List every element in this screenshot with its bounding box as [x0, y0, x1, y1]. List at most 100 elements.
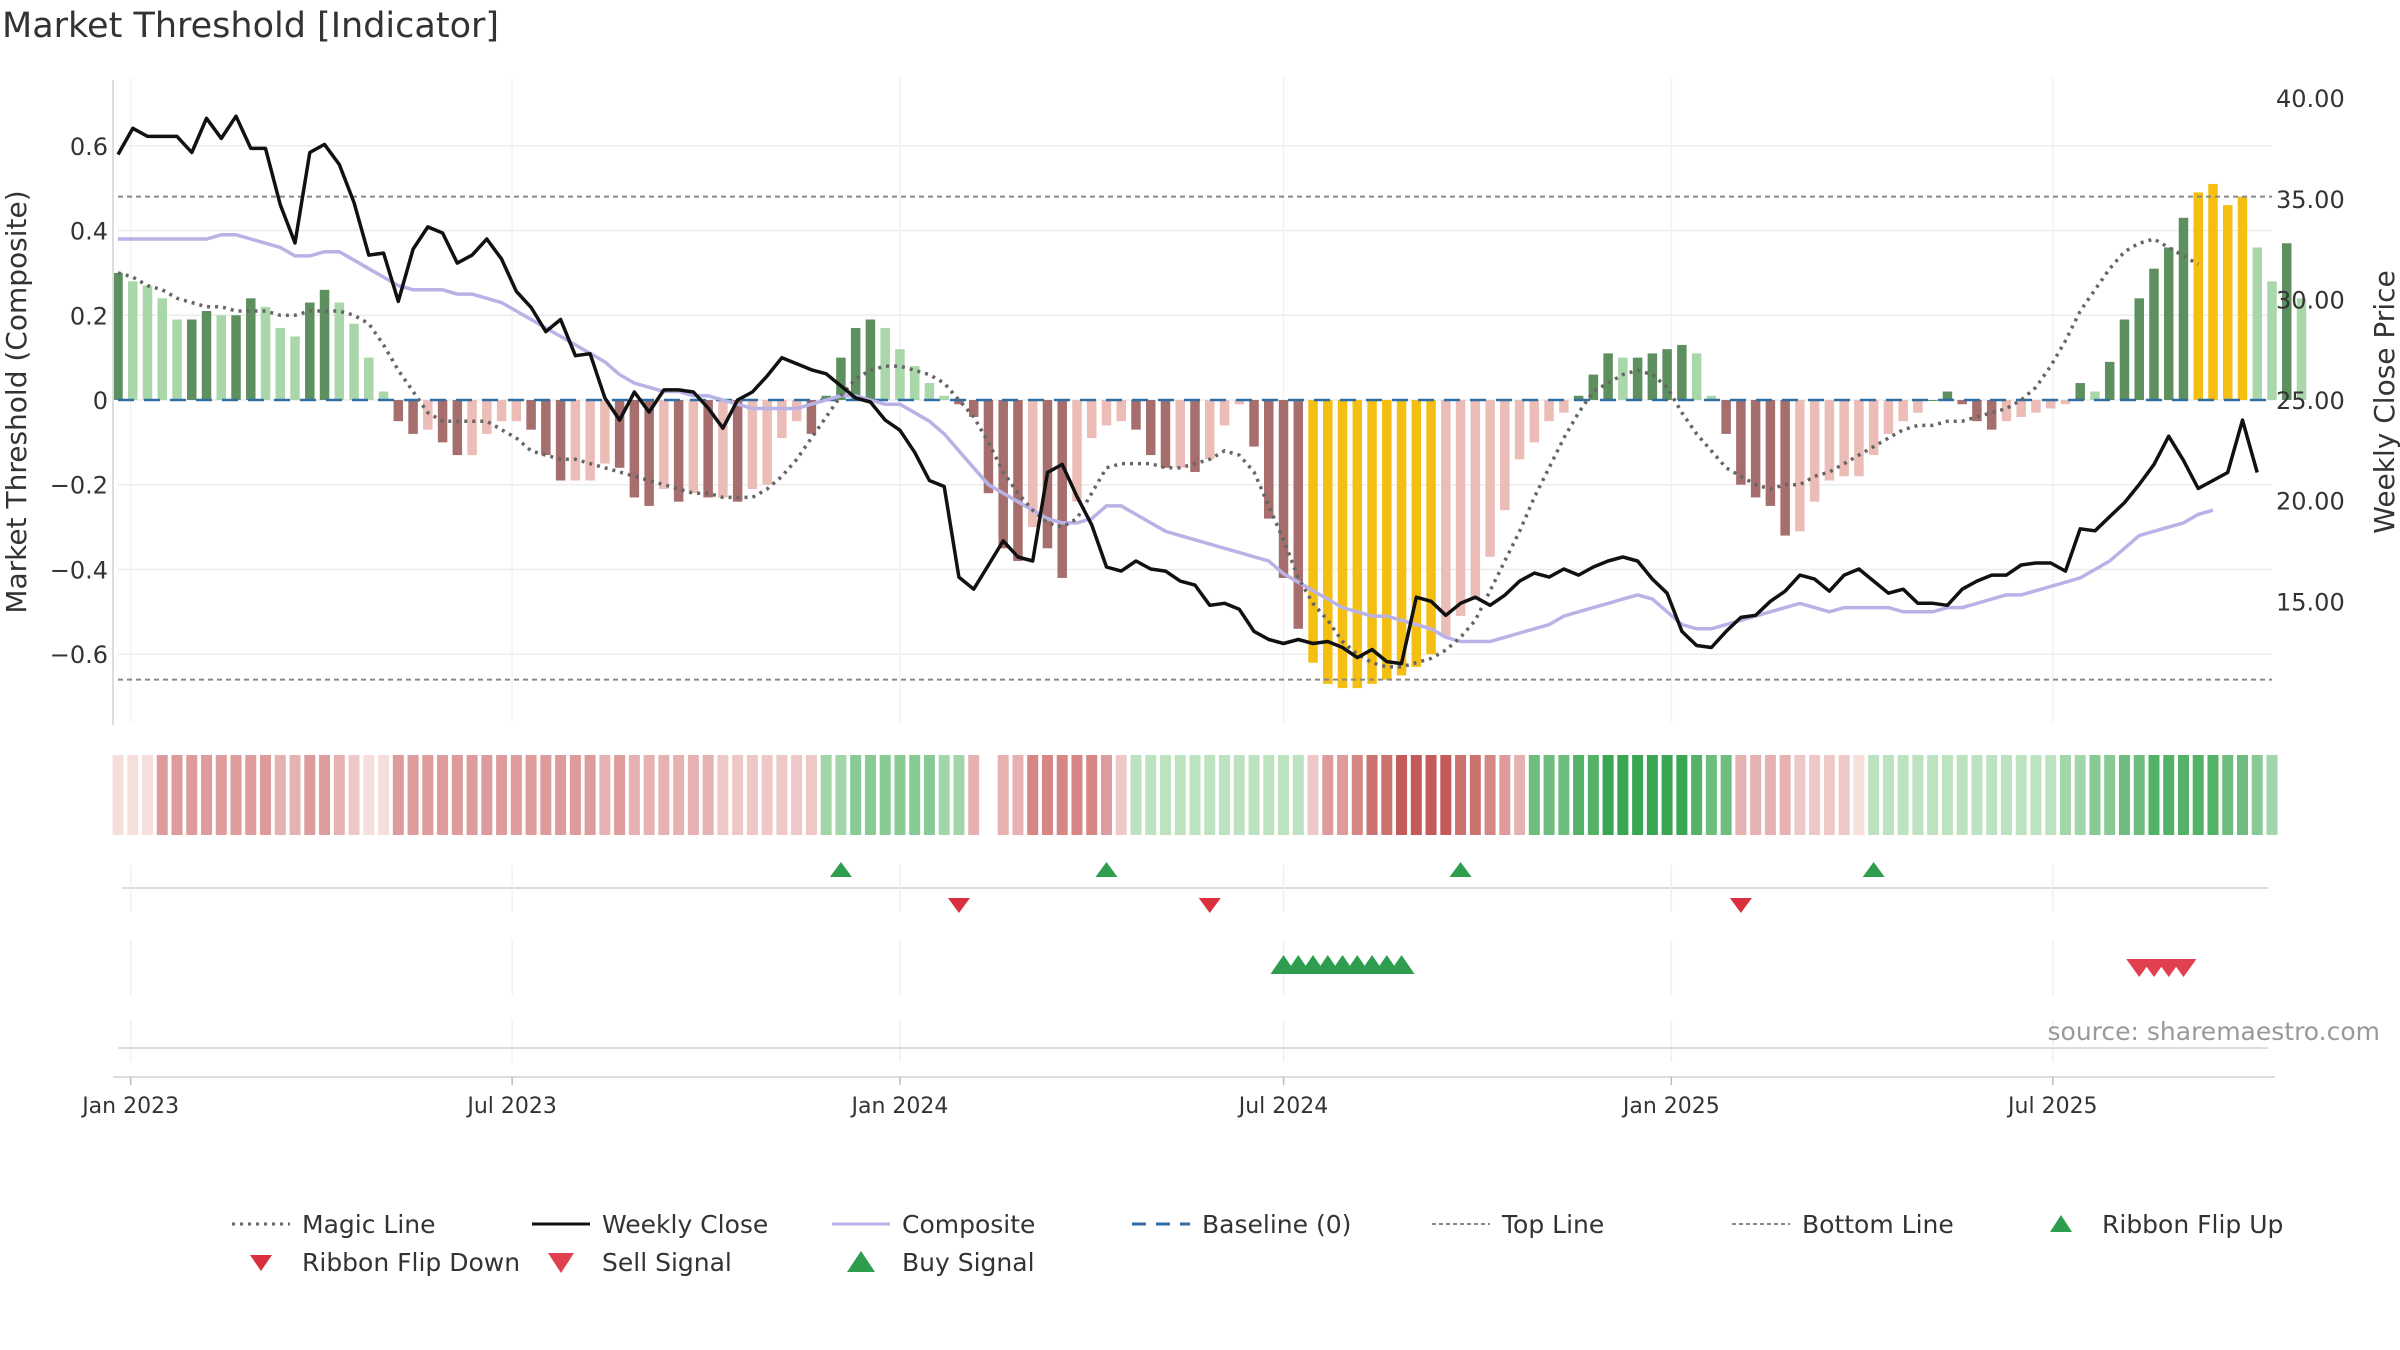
signal-layer: [129, 940, 2197, 995]
solid-line-icon: [530, 1212, 592, 1236]
ribbon-cell: [112, 755, 124, 835]
ribbon-cell: [142, 755, 154, 835]
composite-bar: [334, 302, 345, 400]
ribbon-cell: [1307, 755, 1319, 835]
ribbon-cell: [1632, 755, 1644, 835]
composite-bar: [939, 395, 949, 400]
composite-bar: [452, 400, 463, 456]
ribbon-cell: [1897, 755, 1909, 835]
composite-bar: [113, 272, 123, 400]
ribbon-cell: [319, 755, 331, 835]
ribbon-cell: [2236, 755, 2248, 835]
y2-tick-label: 35.00: [2276, 186, 2345, 214]
ribbon-cell: [864, 755, 876, 835]
composite-bar: [2252, 247, 2262, 400]
ribbon-cell: [392, 755, 404, 835]
ribbon-cell: [1868, 755, 1880, 835]
composite-bar: [1544, 400, 1554, 422]
y2-tick-label: 25.00: [2276, 387, 2345, 415]
composite-bar: [1795, 400, 1805, 532]
composite-bar: [732, 400, 743, 502]
y2-tick-label: 40.00: [2276, 85, 2345, 113]
composite-bar: [201, 311, 212, 400]
ribbon-cell: [1764, 755, 1776, 835]
composite-bar: [2163, 247, 2174, 400]
ribbon-cell: [1971, 755, 1983, 835]
ribbon-cell: [997, 755, 1009, 835]
composite-bar: [511, 400, 522, 422]
ribbon-cell: [127, 755, 139, 835]
composite-bar: [172, 319, 182, 400]
dotted-line-icon: [1730, 1212, 1792, 1236]
ribbon-cell: [1469, 755, 1481, 835]
triangle-up-icon: [2030, 1212, 2092, 1236]
composite-bar: [260, 306, 271, 400]
ribbon-cell: [1086, 755, 1098, 835]
ribbon-cell: [540, 755, 552, 835]
ribbon-cell: [1425, 755, 1437, 835]
ribbon-cell: [2133, 755, 2145, 835]
composite-bar: [1086, 400, 1097, 439]
ribbon-cell: [732, 755, 744, 835]
legend-row: Ribbon Flip Down Sell Signal Buy Signal: [230, 1243, 2390, 1281]
composite-bar: [2060, 400, 2071, 405]
composite-bar: [1632, 357, 1643, 400]
dotted-line-icon: [1430, 1212, 1492, 1236]
x-tick-label: Jul 2025: [2006, 1094, 2098, 1119]
legend-label: Buy Signal: [902, 1247, 1035, 1277]
composite-bar: [1293, 400, 1304, 629]
composite-bar: [2193, 192, 2203, 400]
ribbon-cell: [1174, 755, 1186, 835]
ribbon-cell: [1322, 755, 1334, 835]
composite-bar: [393, 400, 404, 422]
ribbon-cell: [1573, 755, 1585, 835]
composite-bar: [1116, 400, 1126, 422]
composite-bar: [482, 400, 492, 434]
composite-bar: [983, 400, 994, 494]
ribbon-cell: [466, 755, 478, 835]
composite-bar: [718, 400, 728, 498]
triangle-down-icon: [230, 1250, 292, 1274]
composite-bar: [319, 289, 330, 400]
composite-bar: [1868, 400, 1879, 456]
composite-bar: [408, 400, 418, 434]
ribbon-cell: [201, 755, 213, 835]
ribbon-cell: [628, 755, 640, 835]
composite-bar: [570, 400, 581, 481]
weekly-close-line: [116, 114, 2259, 666]
ribbon-layer: [112, 755, 2278, 835]
ribbon-cell: [894, 755, 906, 835]
composite-bar: [2104, 361, 2115, 400]
ribbon-cell: [687, 755, 699, 835]
ribbon-cell: [2000, 755, 2012, 835]
ribbon-cell: [1558, 755, 1570, 835]
ribbon-cell: [525, 755, 537, 835]
composite-bar: [2134, 298, 2144, 400]
ribbon-flip-up-marker: [829, 862, 852, 877]
ribbon-cell: [1159, 755, 1171, 835]
composite-bar: [836, 357, 846, 400]
ribbon-cell: [1750, 755, 1762, 835]
composite-bar: [1013, 400, 1023, 561]
composite-bar: [1205, 400, 1215, 460]
composite-bar: [1352, 400, 1363, 689]
composite-bar: [909, 366, 920, 400]
y2-tick-label: 15.00: [2276, 588, 2345, 616]
composite-bar: [1219, 400, 1230, 426]
composite-bar: [1514, 400, 1525, 460]
composite-bar: [290, 336, 300, 400]
composite-bar: [1396, 400, 1407, 676]
legend-label: Ribbon Flip Down: [302, 1247, 521, 1277]
ribbon-cell: [274, 755, 286, 835]
ribbon-cell: [156, 755, 168, 835]
legend-label: Magic Line: [302, 1209, 436, 1239]
ribbon-cell: [1779, 755, 1791, 835]
composite-bar: [1854, 400, 1864, 477]
composite-bar: [1382, 400, 1392, 680]
ribbon-cell: [348, 755, 360, 835]
x-tick-label: Jan 2024: [849, 1094, 948, 1119]
composite-bar: [467, 400, 477, 456]
ribbon-cell: [2089, 755, 2101, 835]
solid-line-icon: [830, 1212, 892, 1236]
ribbon-cell: [260, 755, 272, 835]
